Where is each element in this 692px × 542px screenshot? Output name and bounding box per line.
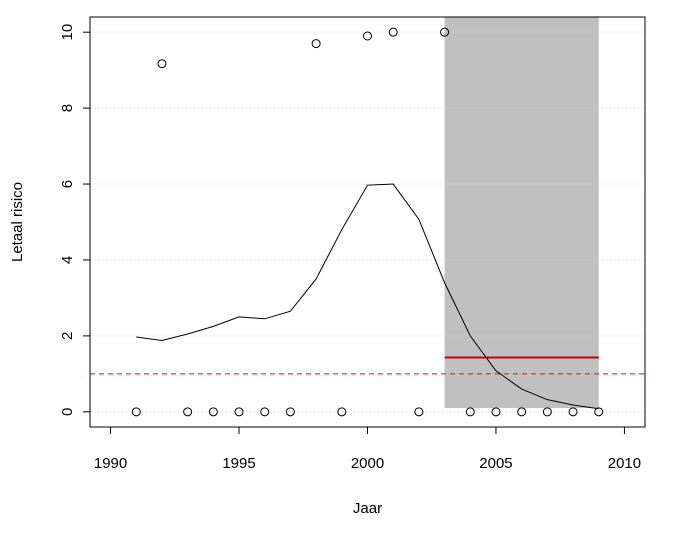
point xyxy=(465,407,475,417)
x-tick-label: 2000 xyxy=(351,455,384,472)
point xyxy=(234,407,244,417)
y-tick-label: 6 xyxy=(59,180,76,188)
point xyxy=(285,407,295,417)
point xyxy=(542,407,552,417)
point xyxy=(337,407,347,417)
point xyxy=(414,407,424,417)
x-tick-label: 1995 xyxy=(222,455,255,472)
trend-line xyxy=(136,183,599,410)
point xyxy=(183,407,193,417)
point xyxy=(157,59,167,69)
point xyxy=(491,407,501,417)
y-axis-label: Letaal risico xyxy=(9,182,26,262)
x-tick-label: 2010 xyxy=(608,455,641,472)
point xyxy=(311,39,321,49)
point xyxy=(517,407,527,417)
point xyxy=(440,27,450,37)
y-tick-label: 4 xyxy=(59,256,76,264)
point xyxy=(131,407,141,417)
plot-frame xyxy=(89,16,646,428)
point xyxy=(260,407,270,417)
point xyxy=(594,407,604,417)
y-tick-label: 8 xyxy=(59,104,76,112)
x-axis-label: Jaar xyxy=(353,500,382,517)
shaded-region xyxy=(444,17,599,409)
y-tick-label: 10 xyxy=(59,24,76,41)
x-tick-label: 1990 xyxy=(94,455,127,472)
point xyxy=(363,31,372,41)
y-tick-label: 0 xyxy=(59,408,76,416)
y-tick-label: 2 xyxy=(59,332,76,340)
point xyxy=(208,407,218,417)
x-tick-label: 2005 xyxy=(479,455,512,472)
point xyxy=(568,407,578,417)
point xyxy=(388,27,398,37)
